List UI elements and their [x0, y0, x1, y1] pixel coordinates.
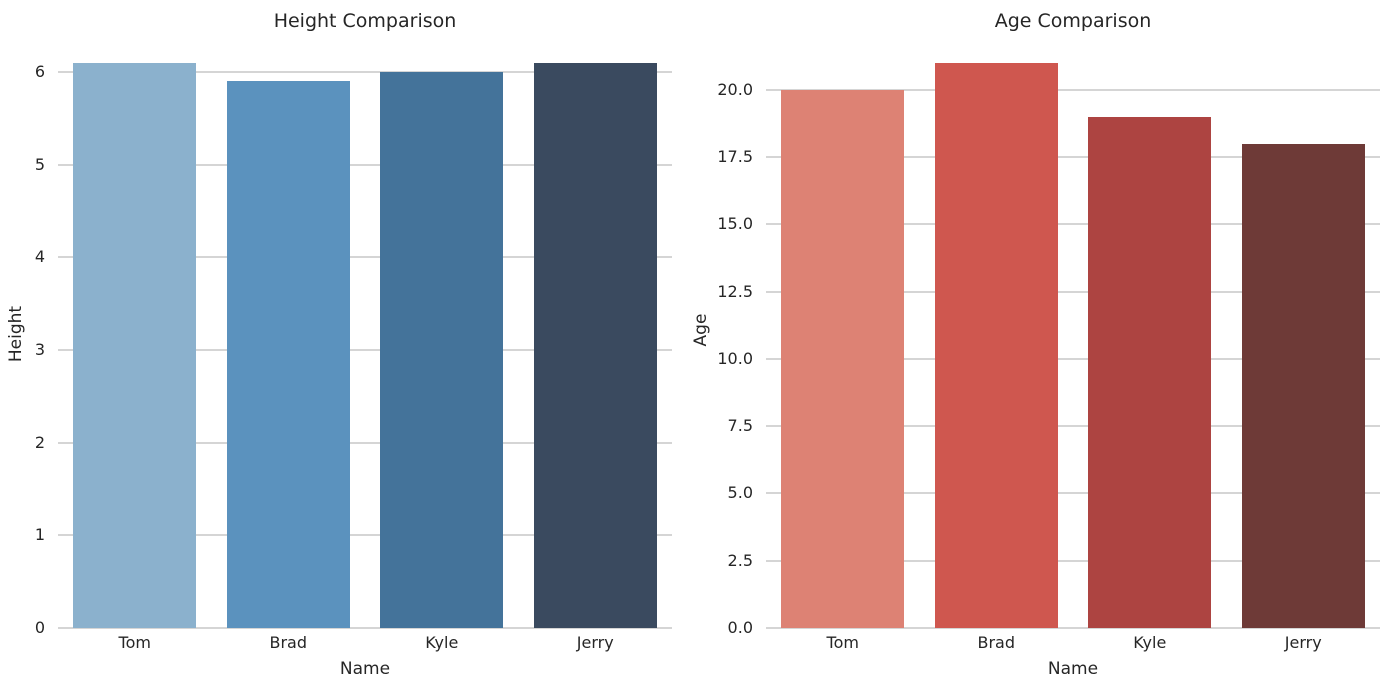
gridline: [58, 163, 672, 166]
x-tick-label: Tom: [826, 633, 859, 652]
y-tick-label: 3: [34, 339, 45, 359]
gridline: [58, 70, 672, 73]
gridline: [766, 627, 1380, 629]
x-axis-label: Name: [1047, 659, 1099, 679]
gridline: [766, 492, 1380, 495]
gridline: [58, 256, 672, 259]
gridline: [766, 155, 1380, 158]
x-axis-label: Name: [339, 659, 391, 679]
bar-jerry: [533, 62, 657, 628]
y-tick-label: 1: [34, 525, 45, 545]
y-tick-label: 0: [34, 618, 45, 637]
chart-title: Height Comparison: [273, 10, 457, 32]
gridline: [766, 357, 1380, 360]
gridline: [58, 534, 672, 537]
y-tick-label: 15.0: [717, 214, 753, 234]
gridline: [58, 348, 672, 351]
gridline: [766, 425, 1380, 428]
bar-kyle: [380, 71, 504, 628]
x-tick-label: Brad: [977, 633, 1015, 652]
gridline: [766, 559, 1380, 562]
y-tick-label: 12.5: [717, 281, 753, 301]
y-axis-label: Age: [691, 313, 711, 347]
y-tick-label: 20.0: [717, 79, 753, 99]
chart-title: Age Comparison: [994, 10, 1152, 32]
x-tick-label: Kyle: [425, 633, 459, 652]
y-tick-label: 6: [34, 61, 45, 81]
y-tick-label: 10.0: [717, 348, 753, 368]
bar-brad: [934, 62, 1058, 628]
bar-tom: [73, 62, 197, 628]
gridline: [766, 223, 1380, 226]
x-tick-label: Kyle: [1133, 633, 1167, 652]
gridline: [766, 88, 1380, 91]
y-tick-label: 5.0: [727, 483, 753, 503]
y-tick-label: 0.0: [727, 618, 753, 637]
y-tick-label: 5: [34, 154, 45, 174]
x-tick-label: Jerry: [1284, 633, 1322, 652]
bar-brad: [226, 81, 350, 628]
y-tick-label: 7.5: [727, 416, 753, 436]
gridline: [766, 290, 1380, 293]
bar-jerry: [1241, 143, 1365, 628]
y-tick-label: 2: [34, 432, 45, 452]
bar-kyle: [1088, 116, 1212, 628]
bar-tom: [781, 89, 905, 628]
x-tick-label: Tom: [118, 633, 151, 652]
gridline: [58, 627, 672, 629]
y-tick-label: 4: [34, 247, 45, 267]
x-tick-label: Jerry: [576, 633, 614, 652]
y-tick-label: 17.5: [717, 146, 753, 166]
gridline: [58, 441, 672, 444]
x-tick-label: Brad: [269, 633, 307, 652]
y-tick-label: 2.5: [727, 550, 753, 570]
